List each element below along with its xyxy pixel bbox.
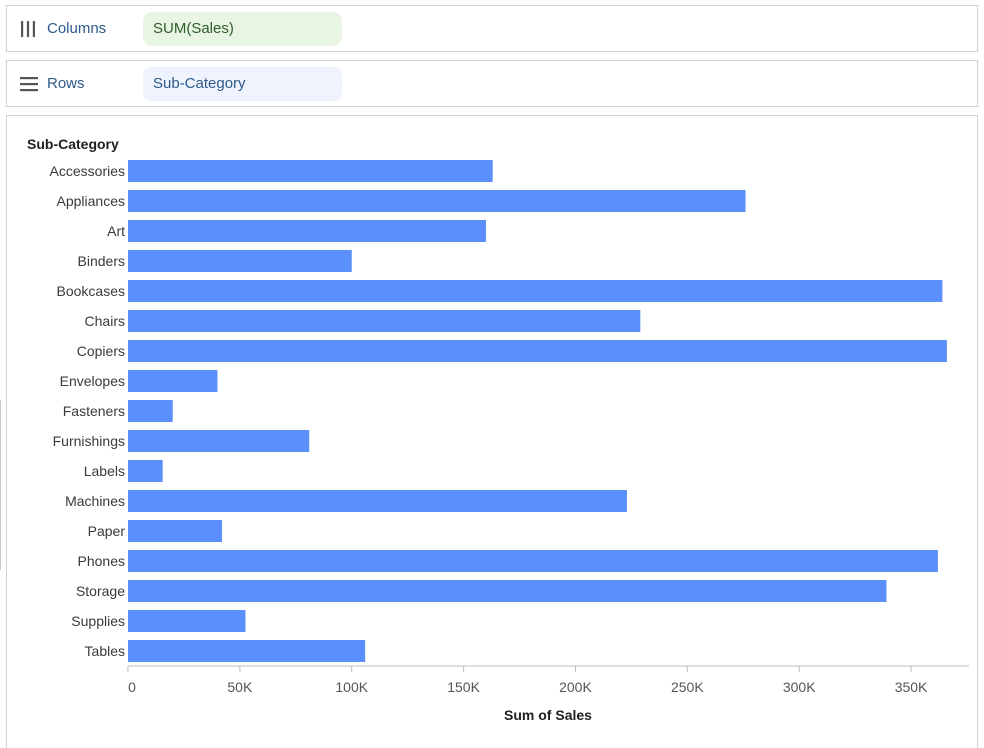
- bar-furnishings[interactable]: [128, 430, 310, 452]
- chart-pane: Sub-Category Accessories Appliances Art Bin…: [6, 115, 978, 748]
- bar-paper[interactable]: [128, 520, 222, 542]
- columns-icon: [21, 21, 35, 37]
- bar-supplies[interactable]: [128, 610, 246, 632]
- category-label-furnishings: Furnishings: [53, 433, 125, 449]
- category-label-chairs: Chairs: [85, 313, 125, 329]
- bar-machines[interactable]: [128, 490, 627, 512]
- columns-shelf-label: Columns: [47, 20, 107, 37]
- category-label-fasteners: Fasteners: [63, 403, 125, 419]
- category-label-envelopes: Envelopes: [60, 373, 125, 389]
- x-tick-label: 150K: [447, 679, 480, 695]
- bar-art[interactable]: [128, 220, 486, 242]
- pane-divider: [0, 400, 1, 570]
- category-label-copiers: Copiers: [77, 343, 125, 359]
- category-label-machines: Machines: [65, 493, 125, 509]
- category-label-art: Art: [107, 223, 125, 239]
- rows-shelf[interactable]: Rows Sub-Category: [6, 60, 978, 107]
- x-tick-label: 0: [128, 679, 136, 695]
- bar-accessories[interactable]: [128, 160, 493, 182]
- category-label-accessories: Accessories: [50, 163, 125, 179]
- rows-shelf-label: Rows: [47, 75, 85, 92]
- rows-pill-sub-category[interactable]: Sub-Category: [143, 67, 342, 101]
- category-label-tables: Tables: [85, 643, 125, 659]
- category-label-paper: Paper: [88, 523, 126, 539]
- columns-shelf[interactable]: Columns SUM(Sales): [6, 5, 978, 52]
- bar-chart: Sub-Category Accessories Appliances Art Bin…: [27, 136, 969, 723]
- category-label-bookcases: Bookcases: [57, 283, 125, 299]
- bar-envelopes[interactable]: [128, 370, 218, 392]
- bar-chairs[interactable]: [128, 310, 641, 332]
- bar-labels[interactable]: [128, 460, 163, 482]
- category-label-supplies: Supplies: [71, 613, 125, 629]
- bar-tables[interactable]: [128, 640, 366, 662]
- bar-phones[interactable]: [128, 550, 938, 572]
- x-tick-label: 200K: [559, 679, 592, 695]
- x-tick-label: 350K: [895, 679, 928, 695]
- category-label-phones: Phones: [78, 553, 125, 569]
- x-tick-label: 250K: [671, 679, 704, 695]
- bar-copiers[interactable]: [128, 340, 947, 362]
- bar-bookcases[interactable]: [128, 280, 943, 302]
- x-tick-label: 50K: [227, 679, 253, 695]
- category-label-binders: Binders: [78, 253, 125, 269]
- category-label-storage: Storage: [76, 583, 125, 599]
- row-header-title: Sub-Category: [27, 136, 119, 152]
- x-tick-label: 100K: [335, 679, 368, 695]
- category-label-appliances: Appliances: [57, 193, 126, 209]
- category-label-labels: Labels: [84, 463, 125, 479]
- x-axis-label: Sum of Sales: [504, 707, 592, 723]
- rows-icon: [20, 77, 38, 92]
- columns-pill-sum-sales[interactable]: SUM(Sales): [143, 12, 342, 46]
- bar-fasteners[interactable]: [128, 400, 173, 422]
- bar-binders[interactable]: [128, 250, 352, 272]
- bar-appliances[interactable]: [128, 190, 746, 212]
- bar-storage[interactable]: [128, 580, 887, 602]
- x-tick-label: 300K: [783, 679, 816, 695]
